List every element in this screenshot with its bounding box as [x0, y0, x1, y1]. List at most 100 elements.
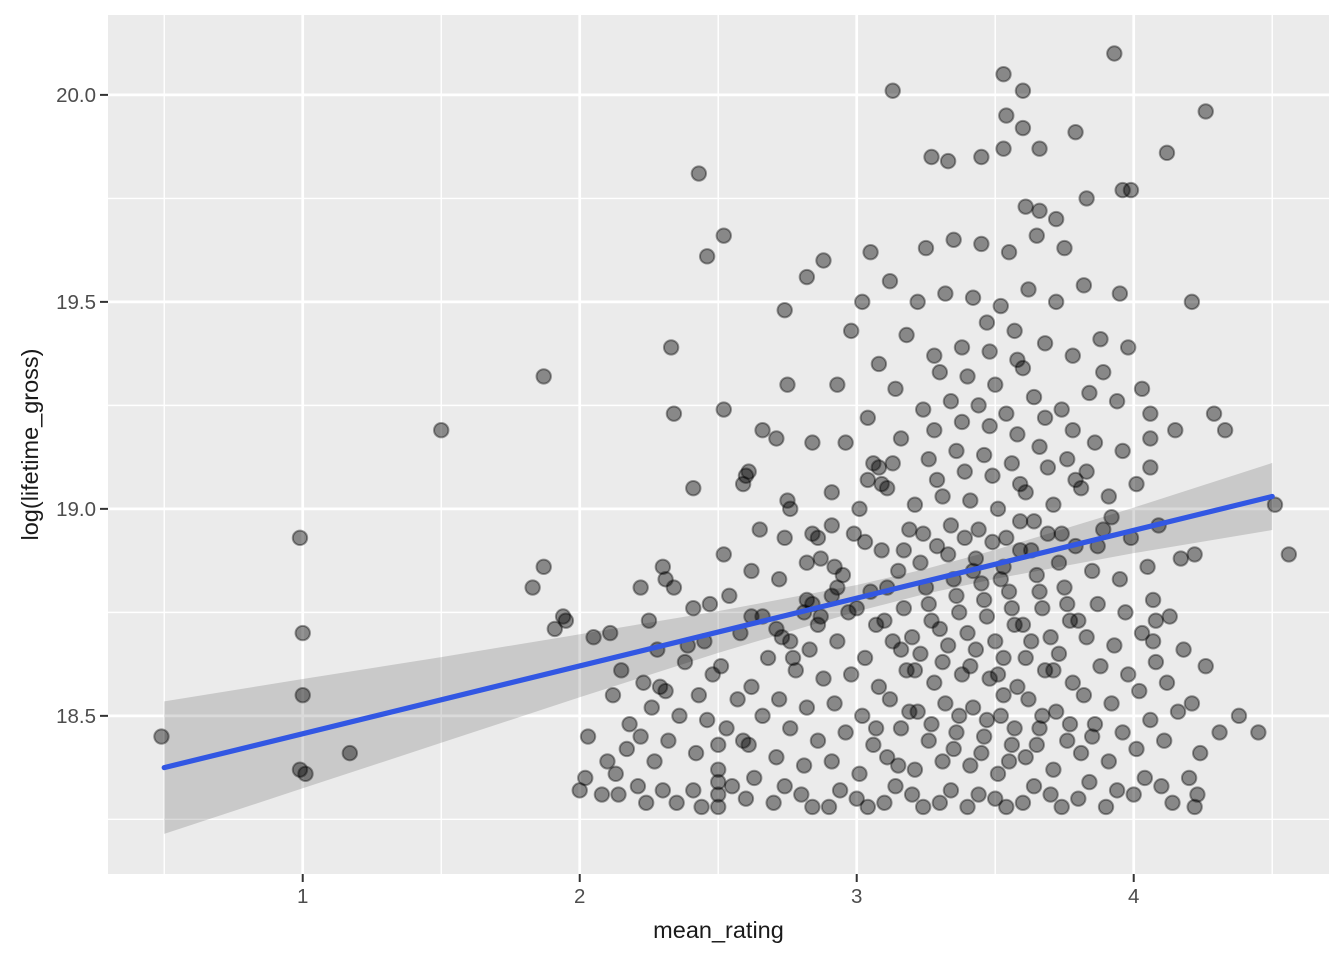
data-point: [942, 517, 960, 534]
data-point: [690, 165, 708, 182]
data-point: [1164, 794, 1181, 811]
data-point: [953, 339, 971, 356]
data-point: [1108, 393, 1126, 410]
data-point: [546, 620, 563, 638]
data-point: [671, 707, 688, 725]
data-point: [887, 380, 904, 398]
data-point: [973, 575, 990, 592]
data-point: [1014, 82, 1032, 99]
data-point: [657, 571, 674, 588]
data-point: [1128, 740, 1145, 758]
data-point: [964, 289, 982, 306]
data-point: [856, 533, 874, 551]
data-point: [1122, 181, 1140, 199]
data-point: [1117, 604, 1134, 621]
data-point: [876, 794, 893, 811]
data-point: [632, 579, 649, 596]
data-point: [1153, 778, 1170, 795]
data-point: [1014, 794, 1032, 811]
data-point: [1009, 351, 1026, 369]
y-axis-tick-labels: 18.5 19.0 19.5 20.0: [56, 84, 96, 728]
data-point: [1025, 778, 1043, 795]
data-point: [931, 620, 949, 638]
data-point: [978, 608, 996, 625]
data-point: [939, 637, 957, 654]
data-point: [613, 662, 630, 679]
data-point: [793, 786, 810, 803]
grid-major: [108, 15, 1329, 874]
data-point: [1147, 612, 1165, 629]
data-point: [798, 699, 816, 716]
data-point: [1108, 782, 1126, 799]
data-point: [687, 744, 705, 762]
data-point: [945, 740, 962, 758]
data-point: [759, 649, 777, 667]
data-point: [640, 612, 658, 629]
axis-tick-marks: [100, 93, 1135, 882]
data-point: [768, 749, 785, 766]
data-point: [1067, 123, 1084, 141]
data-point: [942, 782, 960, 799]
data-point: [1017, 198, 1034, 215]
data-point: [1075, 686, 1093, 704]
x-tick-label: 1: [297, 885, 308, 908]
data-point: [1053, 525, 1070, 542]
data-point: [1045, 496, 1062, 513]
data-point: [915, 401, 932, 418]
data-point: [973, 148, 990, 166]
data-point: [931, 364, 949, 381]
data-point: [917, 239, 935, 257]
data-point: [923, 148, 940, 166]
data-point: [867, 616, 885, 633]
data-point: [1067, 471, 1084, 489]
data-point: [862, 244, 879, 261]
data-point: [604, 686, 622, 704]
data-point: [867, 720, 885, 737]
data-point: [1183, 293, 1201, 311]
data-point: [1047, 703, 1065, 720]
data-point: [1064, 674, 1081, 691]
data-point: [1205, 405, 1223, 422]
data-point: [1053, 798, 1070, 816]
data-point: [1197, 103, 1214, 120]
y-axis-title: log(lifetime_gross): [17, 349, 43, 541]
data-point: [1070, 790, 1087, 807]
data-point: [992, 297, 1009, 315]
data-point: [1045, 761, 1062, 778]
y-tick-label: 19.5: [56, 291, 96, 314]
data-point: [962, 492, 979, 509]
data-point: [782, 633, 799, 650]
data-point: [887, 778, 904, 795]
data-point: [668, 794, 685, 811]
data-point: [937, 695, 954, 712]
data-point: [1139, 558, 1156, 576]
data-point: [710, 736, 727, 754]
data-point: [1053, 401, 1070, 418]
data-point: [1000, 753, 1018, 770]
data-point: [1095, 364, 1112, 381]
data-point: [1003, 455, 1021, 472]
data-point: [967, 641, 985, 658]
data-point: [1036, 409, 1054, 426]
data-point: [773, 629, 791, 646]
data-point: [1081, 773, 1098, 791]
data-point: [607, 765, 624, 783]
data-point: [698, 711, 716, 729]
data-point: [951, 604, 968, 621]
data-point: [878, 749, 896, 766]
data-point: [890, 757, 907, 774]
data-point: [737, 467, 755, 484]
data-point: [535, 368, 552, 385]
data-point: [1172, 550, 1190, 567]
data-point: [1103, 508, 1120, 526]
data-point: [1017, 749, 1034, 766]
data-point: [959, 798, 976, 816]
data-point: [571, 782, 588, 799]
data-point: [1031, 140, 1048, 157]
data-point: [1078, 190, 1095, 207]
data-point: [798, 268, 816, 286]
data-point: [1161, 608, 1178, 625]
data-point: [809, 732, 827, 749]
data-point: [1083, 728, 1101, 745]
data-point: [848, 790, 865, 807]
